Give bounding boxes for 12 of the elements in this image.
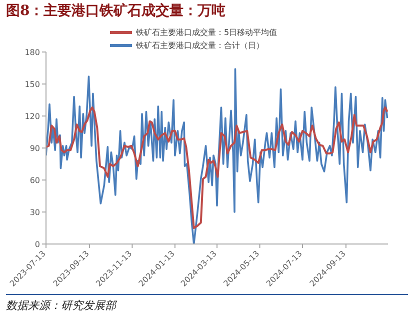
y-tick-label: 90	[30, 144, 40, 153]
y-tick-label: 150	[24, 80, 40, 89]
legend-label: 铁矿石主要港口成交量：合计（日）	[136, 40, 264, 51]
y-tick-label: 180	[24, 48, 40, 57]
y-tick-label: 30	[30, 208, 40, 217]
legend-label: 铁矿石主要港口成交量：5日移动平均值	[136, 27, 278, 38]
y-tick-label: 120	[24, 112, 40, 121]
line-series	[46, 106, 388, 229]
source-note: 数据来源：研究发展部	[6, 298, 118, 313]
chart-title: 图8：主要港口铁矿石成交量：万吨	[6, 2, 226, 20]
y-tick-label: 0	[34, 240, 40, 249]
y-tick-label: 60	[30, 176, 40, 185]
